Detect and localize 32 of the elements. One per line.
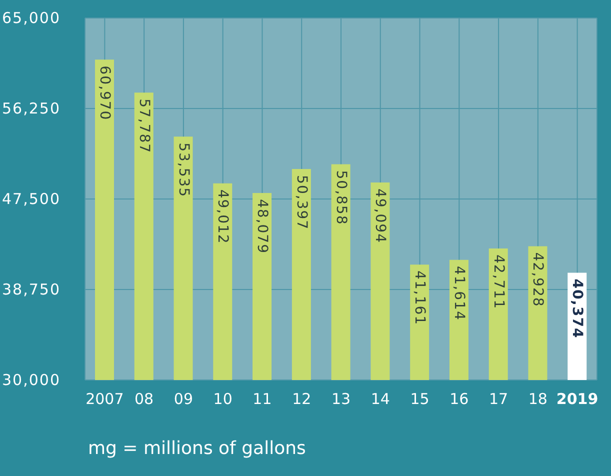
x-tick-label: 08	[134, 390, 154, 408]
data-label: 49,094	[372, 188, 388, 244]
x-tick-label: 15	[410, 390, 430, 408]
x-tick-label: 13	[331, 390, 351, 408]
y-tick-label: 65,000	[2, 9, 60, 27]
x-tick-label: 18	[528, 390, 548, 408]
data-label: 50,397	[293, 175, 310, 230]
x-tick-label: 17	[488, 390, 508, 408]
text: mg = millions of gallons	[88, 438, 306, 459]
data-label: 42,928	[530, 252, 546, 308]
data-label: 57,787	[136, 98, 152, 154]
x-tick-label: 11	[252, 390, 272, 408]
x-tick-label: 09	[174, 390, 194, 408]
x-tick-label: 2019	[556, 390, 598, 408]
x-tick-label: 10	[213, 390, 232, 408]
data-label: 53,535	[175, 142, 192, 198]
y-tick-label: 38,750	[2, 280, 60, 298]
data-label: 50,858	[332, 170, 349, 226]
x-tick-label: 16	[450, 390, 469, 408]
y-tick-label: 56,250	[2, 100, 60, 118]
x-tick-label: 14	[370, 390, 390, 408]
x-tick-label: 12	[292, 390, 312, 408]
data-label: 41,614	[450, 266, 467, 321]
data-label: 40,374	[569, 278, 586, 339]
data-label: 48,079	[254, 199, 270, 254]
y-tick-label: 47,500	[2, 190, 60, 208]
data-label: 49,012	[214, 189, 231, 244]
data-label: 41,161	[412, 270, 428, 326]
y-tick-label: 30,000	[2, 371, 60, 389]
x-tick-label: 2007	[86, 390, 124, 408]
data-label: 60,970	[96, 66, 112, 121]
data-label: 42,711	[490, 254, 506, 310]
